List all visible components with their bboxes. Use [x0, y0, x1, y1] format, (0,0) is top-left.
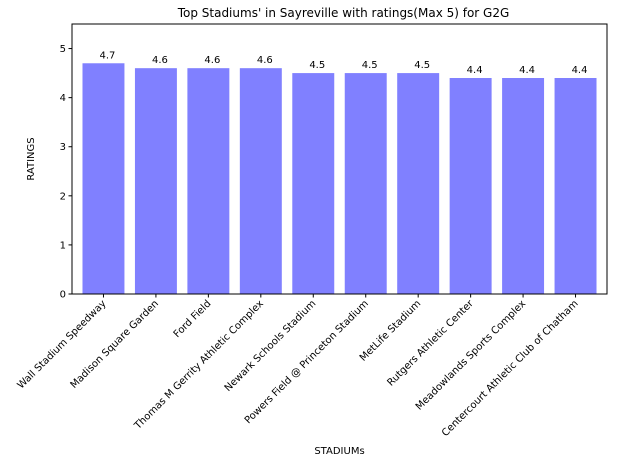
- plot-area: 4.7 4.6 4.6 4.6 4.5 4.5 4.5 4.4 4.4 4.4 0 1 2 3 4 5 Wa…: [16, 23, 608, 439]
- y-tick-label: 4: [60, 93, 66, 104]
- data-label: 4.5: [362, 60, 378, 71]
- x-tick-label: Meadowlands Sports Complex: [414, 298, 528, 412]
- data-label: 4.4: [467, 65, 483, 76]
- bar: [82, 63, 125, 294]
- y-tick-label: 1: [60, 240, 66, 251]
- bar: [344, 73, 387, 294]
- data-labels: 4.7 4.6 4.6 4.6 4.5 4.5 4.5 4.4 4.4 4.4: [100, 50, 588, 76]
- x-tick-label: Ford Field: [172, 298, 214, 340]
- bar: [502, 78, 545, 294]
- data-label: 4.6: [152, 55, 168, 66]
- data-label: 4.5: [414, 60, 430, 71]
- data-label: 4.7: [100, 50, 116, 61]
- bar: [397, 73, 440, 294]
- bar: [134, 68, 177, 295]
- data-label: 4.6: [204, 55, 220, 66]
- data-label: 4.4: [519, 65, 535, 76]
- data-label: 4.5: [309, 60, 325, 71]
- bar: [449, 78, 492, 294]
- x-tick-label: Wall Stadium Speedway: [16, 298, 109, 391]
- plot-frame: [71, 23, 608, 295]
- y-tick-label: 5: [60, 44, 66, 55]
- x-tick-label: Newark Schools Stadium: [223, 298, 319, 394]
- bar: [187, 68, 230, 295]
- y-tick-label: 2: [60, 191, 66, 202]
- chart-title: Top Stadiums' in Sayreville with ratings…: [177, 6, 510, 20]
- x-tick-label: Rutgers Athletic Center: [385, 298, 476, 389]
- y-tick-label: 0: [60, 290, 66, 301]
- x-tick-label: Madison Square Garden: [69, 298, 161, 390]
- y-axis: 0 1 2 3 4 5: [60, 44, 72, 301]
- bars: [82, 63, 597, 295]
- y-tick-label: 3: [60, 142, 66, 153]
- bar: [554, 78, 597, 294]
- bar: [239, 68, 282, 295]
- y-axis-label: RATINGS: [26, 137, 37, 180]
- data-label: 4.6: [257, 55, 273, 66]
- x-axis-label: STADIUMs: [314, 446, 364, 457]
- data-label: 4.4: [572, 65, 588, 76]
- bar: [292, 73, 335, 294]
